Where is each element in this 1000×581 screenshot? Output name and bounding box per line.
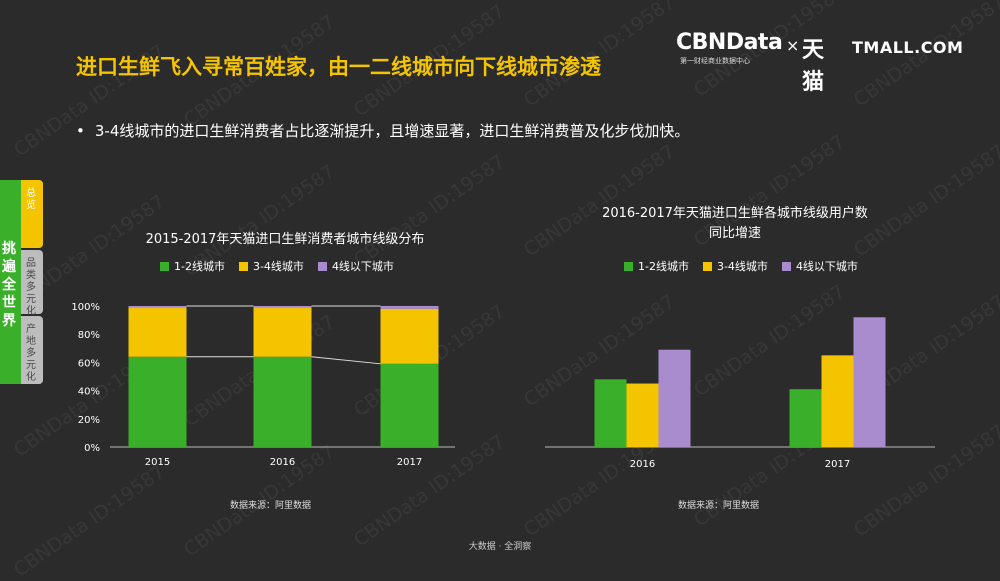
chart1-y-tick-label: 100% bbox=[71, 302, 100, 313]
chart1-bar-segment bbox=[128, 306, 187, 308]
chart2-source: 数据来源：阿里数据 bbox=[678, 501, 760, 511]
sidebar-tab-label: 总览 bbox=[26, 188, 36, 211]
brand-logo: CBNData 第一财经商业数据中心 × 天猫 TMALL.COM bbox=[676, 30, 963, 95]
summary-bullet: • 3-4线城市的进口生鲜消费者占比逐渐提升，且增速显著，进口生鲜消费普及化步伐加… bbox=[76, 120, 689, 141]
legend-item: 4线以下城市 bbox=[781, 258, 858, 274]
chart2-x-tick-label: 2016 bbox=[630, 459, 655, 470]
legend-swatch-green bbox=[624, 261, 633, 271]
chart1-bar-segment bbox=[380, 306, 439, 309]
tmall-logo-cn: 天猫 bbox=[802, 38, 825, 95]
legend-label: 3-4线城市 bbox=[716, 260, 768, 273]
legend-item: 3-4线城市 bbox=[238, 258, 304, 274]
page-title: 进口生鲜飞入寻常百姓家，由一二线城市向下线城市渗透 bbox=[76, 55, 601, 79]
chart1-bar-segment bbox=[380, 308, 439, 364]
chart2-legend: 1-2线城市 3-4线城市 4线以下城市 bbox=[624, 258, 858, 274]
legend-label: 1-2线城市 bbox=[638, 260, 689, 273]
legend-item: 3-4线城市 bbox=[702, 258, 768, 274]
legend-swatch-yellow bbox=[702, 261, 712, 271]
chart2-title-line: 2016-2017年天猫进口生鲜各城市线级用户数 bbox=[602, 206, 868, 221]
bullet-dot: • bbox=[76, 122, 85, 140]
bullet-text: 3-4线城市的进口生鲜消费者占比逐渐提升，且增速显著，进口生鲜消费普及化步伐加快… bbox=[94, 122, 690, 140]
sidebar-section-label: 挑遍全世界 bbox=[0, 180, 21, 384]
legend-label: 1-2线城市 bbox=[174, 260, 225, 273]
chart1-bar-segment bbox=[128, 356, 187, 447]
chart1-bar-segment bbox=[380, 363, 439, 447]
chart1-x-tick-label: 2017 bbox=[397, 457, 422, 468]
legend-label: 3-4线城市 bbox=[252, 260, 304, 273]
chart1-bar-segment bbox=[253, 306, 312, 308]
chart1-y-tick-label: 60% bbox=[78, 358, 100, 369]
chart2-bar bbox=[594, 379, 627, 447]
legend-item: 1-2线城市 bbox=[160, 258, 225, 274]
chart1-x-tick-label: 2015 bbox=[145, 457, 170, 468]
chart2-x-tick-label: 2017 bbox=[825, 459, 850, 470]
chart1-y-tick-label: 40% bbox=[78, 387, 100, 398]
logo-separator: × bbox=[786, 36, 800, 55]
chart1-bar-segment bbox=[253, 356, 312, 447]
chart2-bar bbox=[658, 349, 691, 447]
chart2-title: 2016-2017年天猫进口生鲜各城市线级用户数 同比增速 bbox=[570, 204, 900, 244]
chart1-bar-segment bbox=[128, 307, 187, 357]
chart1-title: 2015-2017年天猫进口生鲜消费者城市线级分布 bbox=[145, 232, 425, 247]
cbndata-logo-subtitle: 第一财经商业数据中心 bbox=[680, 57, 750, 65]
chart1-y-tick-label: 80% bbox=[78, 330, 100, 341]
chart1-connector-line bbox=[311, 356, 381, 365]
chart2-title-line: 同比增速 bbox=[708, 226, 761, 241]
cbndata-logo-text: CBNData bbox=[676, 30, 783, 55]
chart1-x-tick-label: 2016 bbox=[270, 457, 295, 468]
legend-swatch-green bbox=[160, 261, 169, 271]
sidebar-tab-category[interactable]: 品类多元化 bbox=[21, 250, 43, 317]
chart1-y-tick-label: 20% bbox=[78, 415, 100, 426]
tmall-logo-en: TMALL.COM bbox=[852, 38, 964, 57]
chart1-source: 数据来源：阿里数据 bbox=[230, 501, 312, 511]
chart2-bar bbox=[853, 317, 886, 447]
sidebar-tab-origin[interactable]: 产地多元化 bbox=[21, 316, 43, 384]
legend-label: 4线以下城市 bbox=[795, 260, 858, 273]
chart1-bar-segment bbox=[253, 307, 312, 357]
legend-label: 4线以下城市 bbox=[331, 260, 394, 273]
sidebar-section-text: 挑遍全世界 bbox=[2, 241, 16, 329]
sidebar-tab-overview[interactable]: 总览 bbox=[21, 180, 43, 248]
sidebar-tab-label: 品类多元化 bbox=[26, 258, 36, 317]
legend-swatch-purple bbox=[781, 261, 791, 271]
chart2-bar bbox=[821, 355, 854, 447]
legend-item: 1-2线城市 bbox=[624, 258, 689, 274]
chart2-bar bbox=[789, 389, 822, 447]
sidebar-tab-label: 产地多元化 bbox=[26, 324, 36, 383]
legend-swatch-yellow bbox=[238, 261, 248, 271]
charts-canvas: 0% 20% 40% 60% 80% 100% 2015 2016 2017 2016 2017 bbox=[71, 302, 935, 470]
legend-item: 4线以下城市 bbox=[317, 258, 394, 274]
legend-swatch-purple bbox=[317, 261, 327, 271]
footer-slogan: 大数据 · 全洞察 bbox=[468, 542, 532, 552]
chart1-y-tick-label: 0% bbox=[84, 443, 100, 454]
chart1-legend: 1-2线城市 3-4线城市 4线以下城市 bbox=[160, 258, 394, 274]
chart2-bar bbox=[626, 383, 659, 447]
